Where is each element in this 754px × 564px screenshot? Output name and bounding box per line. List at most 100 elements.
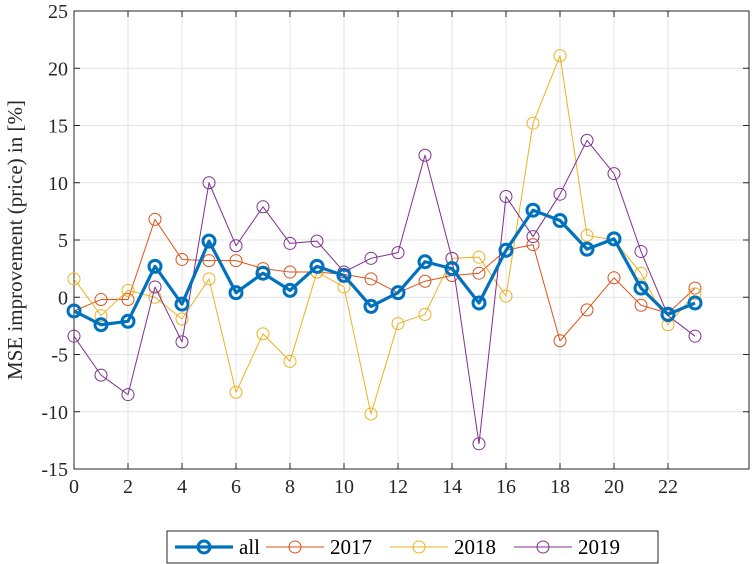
data-point-2017: [121, 293, 135, 307]
data-point-2019: [499, 189, 513, 203]
legend: all 2017 2018 2019: [166, 530, 659, 564]
data-point-2017: [229, 254, 243, 268]
data-point-all: [498, 242, 514, 258]
data-point-2019: [526, 230, 540, 244]
data-point-2018: [472, 250, 486, 264]
legend-marker-all: [196, 539, 212, 555]
data-point-2017: [364, 272, 378, 286]
data-point-2018: [580, 228, 594, 242]
series-2019: [67, 133, 702, 451]
x-tick-label: 2: [123, 476, 133, 498]
data-point-2018: [256, 327, 270, 341]
y-tick-label: -5: [51, 345, 68, 367]
data-point-2018: [688, 287, 702, 301]
data-point-2018: [175, 312, 189, 326]
data-point-2019: [688, 329, 702, 343]
data-point-all: [471, 295, 487, 311]
y-tick-label: 0: [58, 287, 68, 309]
data-point-all: [552, 213, 568, 229]
data-point-all: [579, 241, 595, 257]
legend-marker-2017: [288, 540, 302, 554]
x-tick-label: 8: [285, 476, 295, 498]
legend-label-2018: 2018: [454, 535, 496, 559]
data-point-2018: [94, 309, 108, 323]
x-tick-label: 12: [388, 476, 408, 498]
data-point-all: [606, 231, 622, 247]
data-point-2017: [148, 212, 162, 226]
data-point-2018: [499, 289, 513, 303]
data-point-2017: [526, 238, 540, 252]
data-point-2017: [580, 303, 594, 317]
data-point-2019: [202, 176, 216, 190]
y-tick-label: 25: [48, 1, 68, 23]
data-point-2019: [553, 187, 567, 201]
data-point-2017: [202, 254, 216, 268]
y-tick-label: -10: [41, 402, 68, 424]
legend-label-2017: 2017: [330, 535, 372, 559]
legend-label-2019: 2019: [578, 535, 620, 559]
x-tick-label: 20: [604, 476, 624, 498]
data-point-2018: [283, 354, 297, 368]
data-point-2019: [445, 251, 459, 265]
data-point-2019: [580, 133, 594, 147]
data-point-all: [147, 258, 163, 274]
data-point-all: [525, 202, 541, 218]
x-tick-label: 22: [658, 476, 678, 498]
data-point-2018: [391, 317, 405, 331]
data-point-2017: [175, 252, 189, 266]
axis-ticks: 0 2 4 6 8 10 12 14 16 18 20 22 -15 -10 -5 0 5 10 15 20 25: [41, 1, 749, 498]
data-point-all: [120, 313, 136, 329]
data-point-2017: [94, 293, 108, 307]
data-point-2019: [634, 244, 648, 258]
x-tick-label: 16: [496, 476, 516, 498]
data-point-2019: [418, 148, 432, 162]
legend-marker-2018: [412, 540, 426, 554]
data-point-2018: [661, 318, 675, 332]
data-point-all: [390, 285, 406, 301]
x-tick-label: 10: [334, 476, 354, 498]
legend-label-all: all: [239, 535, 260, 559]
data-point-2017: [418, 274, 432, 288]
y-tick-label: -15: [41, 459, 68, 481]
data-point-2019: [67, 329, 81, 343]
data-point-2019: [310, 234, 324, 248]
data-point-all: [444, 261, 460, 277]
data-point-2018: [364, 407, 378, 421]
x-tick-label: 0: [69, 476, 79, 498]
data-point-all: [93, 317, 109, 333]
series-line-2017: [73, 218, 696, 342]
data-point-2018: [418, 307, 432, 321]
data-point-all: [417, 254, 433, 270]
data-point-2019: [229, 239, 243, 253]
data-point-2018: [148, 290, 162, 304]
data-point-2019: [472, 437, 486, 451]
data-point-2019: [256, 200, 270, 214]
legend-marker-2019: [536, 540, 550, 554]
x-tick-label: 14: [442, 476, 462, 498]
data-point-2018: [553, 49, 567, 63]
data-point-all: [255, 265, 271, 281]
x-tick-label: 18: [550, 476, 570, 498]
data-point-2018: [526, 116, 540, 130]
data-point-all: [633, 280, 649, 296]
data-point-2019: [607, 167, 621, 181]
x-tick-label: 6: [231, 476, 241, 498]
data-point-2018: [121, 283, 135, 297]
data-point-all: [336, 267, 352, 283]
data-point-all: [660, 306, 676, 322]
y-tick-label: 15: [48, 116, 68, 138]
y-axis-label: MSE improvement (price) in [%]: [3, 100, 27, 380]
y-tick-label: 10: [48, 173, 68, 195]
data-point-2017: [634, 298, 648, 312]
data-point-all: [309, 258, 325, 274]
data-point-2019: [94, 368, 108, 382]
series-2018: [67, 49, 702, 421]
data-point-2017: [472, 266, 486, 280]
data-point-2018: [67, 272, 81, 286]
data-point-2018: [229, 385, 243, 399]
data-point-all: [228, 285, 244, 301]
y-tick-label: 20: [48, 58, 68, 80]
data-point-2018: [202, 272, 216, 286]
data-point-2017: [607, 271, 621, 285]
data-point-2019: [364, 251, 378, 265]
